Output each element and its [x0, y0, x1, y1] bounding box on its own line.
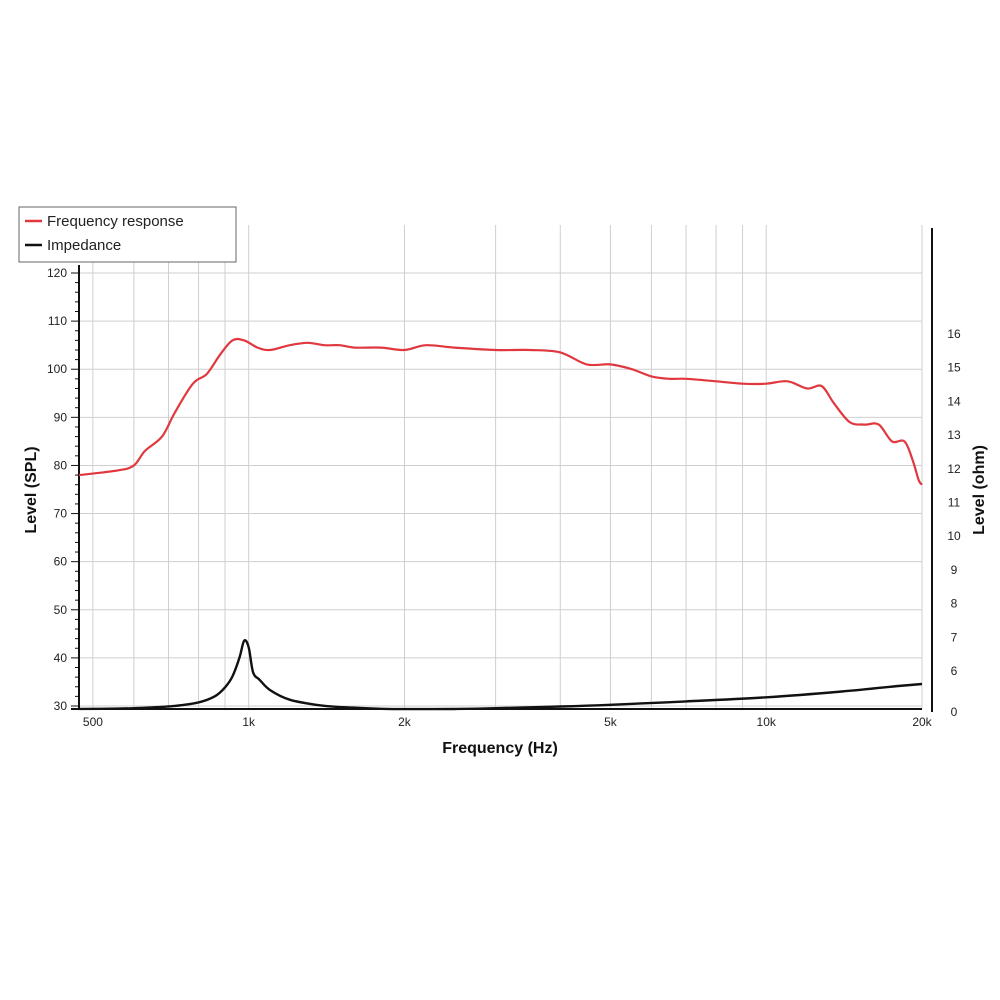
y2-axis-title: Level (ohm) [971, 445, 988, 535]
y2-tick-label: 16 [947, 327, 961, 341]
y-axis-title: Level (SPL) [23, 446, 40, 533]
x-axis-title: Frequency (Hz) [442, 740, 558, 757]
y2-tick-label: 15 [947, 361, 961, 375]
x-tick-label: 10k [757, 715, 777, 729]
y-tick-label: 50 [54, 603, 68, 617]
y2-tick-label: 13 [947, 428, 961, 442]
y2-tick-label: 7 [951, 630, 958, 644]
legend: Frequency response Impedance [18, 206, 237, 263]
axes: 30 40 50 60 70 80 90 100 110 120 0 6 7 8 9 10 11 12 13 14 15… [47, 228, 961, 729]
legend-label-impedance: Impedance [47, 237, 121, 254]
series [78, 337, 923, 711]
y2-tick-label: 14 [947, 394, 961, 408]
y2-tick-label: 6 [951, 664, 958, 678]
legend-label-frequency-response: Frequency response [47, 213, 184, 230]
series-line-impedance [78, 639, 923, 711]
x-tick-label: 500 [83, 715, 103, 729]
series-line-frequency-response [78, 337, 923, 486]
legend-box [18, 206, 237, 263]
y2-tick-label: 11 [948, 496, 961, 510]
y-tick-label: 110 [48, 314, 67, 328]
y2-tick-label: 12 [947, 462, 961, 476]
x-tick-label: 2k [398, 715, 412, 729]
y-tick-label: 30 [54, 699, 68, 713]
y-tick-label: 90 [54, 410, 68, 424]
x-tick-label: 20k [912, 715, 932, 729]
grid [79, 225, 923, 709]
x-tick-label: 1k [242, 715, 256, 729]
y-tick-label: 100 [47, 362, 67, 376]
y2-tick-label: 0 [951, 705, 958, 719]
x-tick-label: 5k [604, 715, 618, 729]
y-tick-label: 40 [54, 651, 68, 665]
y-tick-label: 80 [54, 458, 68, 472]
y-tick-label: 120 [47, 266, 67, 280]
y-tick-label: 60 [54, 555, 68, 569]
y2-tick-label: 8 [951, 597, 958, 611]
y2-tick-label: 9 [951, 563, 958, 577]
y-tick-label: 70 [54, 507, 68, 521]
y2-tick-label: 10 [947, 529, 961, 543]
